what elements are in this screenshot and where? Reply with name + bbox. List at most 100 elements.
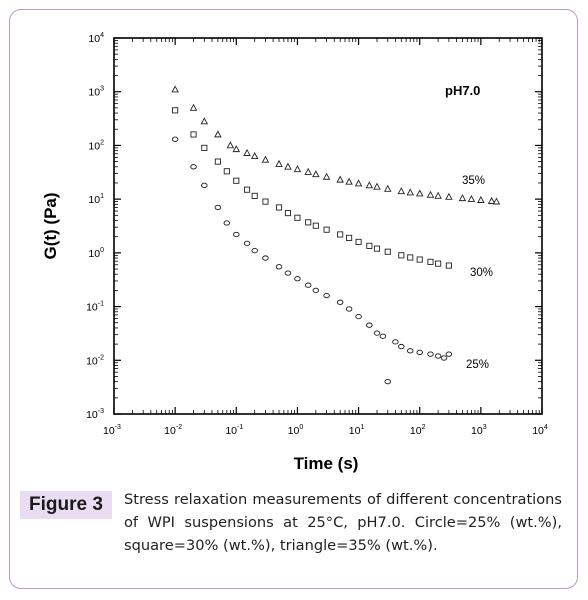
circle-marker	[445, 351, 453, 357]
circle-marker	[284, 270, 292, 276]
triangle-marker	[345, 177, 353, 185]
plot-area	[113, 37, 543, 415]
triangle-marker	[383, 184, 392, 192]
square-marker	[346, 234, 353, 241]
square-marker	[337, 231, 344, 238]
triangle-marker	[365, 181, 374, 189]
circle-marker	[398, 343, 405, 350]
circle-marker	[251, 247, 258, 254]
circle-marker	[345, 306, 353, 312]
square-marker	[427, 258, 434, 265]
y-tick-label: 102	[88, 139, 104, 152]
square-marker	[294, 214, 301, 221]
circle-marker	[171, 136, 179, 142]
square-marker	[172, 107, 179, 114]
triangle-marker	[397, 187, 406, 195]
series-label-30: 30%	[470, 267, 493, 279]
square-marker	[435, 260, 442, 267]
triangle-marker	[434, 191, 442, 199]
circle-marker	[392, 339, 399, 345]
triangle-marker	[243, 148, 251, 156]
y-tick-label: 104	[88, 32, 104, 45]
x-axis-label: Time (s)	[294, 454, 359, 473]
circle-marker	[406, 348, 414, 354]
triangle-marker	[336, 175, 344, 183]
series-label-35: 35%	[462, 175, 485, 187]
triangle-marker	[322, 172, 331, 180]
circle-marker	[275, 264, 283, 270]
y-axis-ticks: 10-3 10-2 10-1 100 101 102 103 104	[86, 32, 542, 421]
circle-marker	[440, 355, 448, 361]
triangle-marker	[458, 194, 467, 202]
series-label-25: 25%	[466, 359, 489, 371]
triangle-marker	[189, 103, 198, 111]
x-tick-label: 101	[349, 424, 365, 437]
triangle-marker	[445, 192, 453, 200]
triangle-marker	[214, 130, 222, 138]
square-marker	[366, 242, 373, 249]
y-tick-label: 103	[88, 86, 104, 99]
circle-marker	[243, 240, 251, 247]
square-marker	[275, 204, 283, 211]
y-tick-label: 101	[88, 193, 104, 206]
figure-label: Figure 3	[20, 491, 112, 519]
square-marker	[407, 254, 414, 261]
triangle-marker	[492, 197, 501, 205]
y-axis-label: G(t) (Pa)	[41, 192, 60, 259]
circle-marker	[201, 182, 208, 189]
data-points	[171, 85, 501, 385]
square-marker	[398, 252, 405, 259]
square-marker	[284, 210, 292, 217]
x-tick-label: 102	[410, 424, 426, 437]
triangle-marker	[293, 165, 302, 173]
triangle-marker	[250, 152, 259, 160]
square-marker	[201, 144, 208, 151]
square-marker	[305, 219, 312, 226]
triangle-marker	[232, 145, 241, 153]
circle-marker	[355, 313, 362, 320]
square-marker	[373, 245, 381, 252]
triangle-marker	[284, 162, 292, 170]
square-marker	[416, 256, 423, 263]
square-marker	[384, 248, 391, 255]
x-axis-ticks: 10-3 10-2 10-1 100 101 102 103 104	[103, 38, 548, 437]
triangle-marker	[467, 194, 476, 202]
square-marker	[445, 262, 452, 269]
circle-marker	[416, 349, 423, 356]
circle-marker	[190, 164, 197, 170]
circle-marker	[214, 204, 222, 211]
triangle-marker	[373, 182, 381, 190]
x-tick-label: 100	[288, 424, 304, 437]
circle-marker	[223, 220, 231, 226]
square-marker	[262, 198, 269, 205]
square-marker	[355, 238, 362, 245]
x-tick-label: 10-1	[225, 424, 243, 437]
triangle-marker	[415, 189, 424, 197]
square-marker	[251, 192, 258, 199]
square-marker	[233, 177, 240, 184]
triangle-marker	[226, 141, 235, 149]
x-tick-label: 10-3	[103, 424, 121, 437]
circle-marker	[336, 299, 344, 305]
y-tick-label: 10-1	[86, 301, 104, 314]
circle-marker	[233, 231, 240, 238]
circle-marker	[379, 333, 387, 339]
x-tick-label: 103	[471, 424, 487, 437]
circle-marker	[366, 322, 373, 328]
x-tick-label: 104	[532, 424, 548, 437]
square-marker	[223, 168, 230, 175]
triangle-marker	[171, 85, 179, 93]
triangle-marker	[406, 188, 414, 196]
triangle-marker	[354, 179, 363, 187]
annotation-ph: pH7.0	[445, 83, 480, 98]
square-marker	[214, 158, 221, 165]
circle-marker	[373, 330, 381, 336]
triangle-marker	[487, 196, 496, 204]
circle-marker	[427, 351, 434, 357]
square-marker	[190, 131, 197, 138]
circle-marker	[262, 255, 269, 261]
triangle-marker	[312, 170, 320, 178]
y-tick-label: 100	[88, 247, 104, 260]
triangle-marker	[304, 167, 312, 175]
square-marker	[323, 226, 330, 233]
